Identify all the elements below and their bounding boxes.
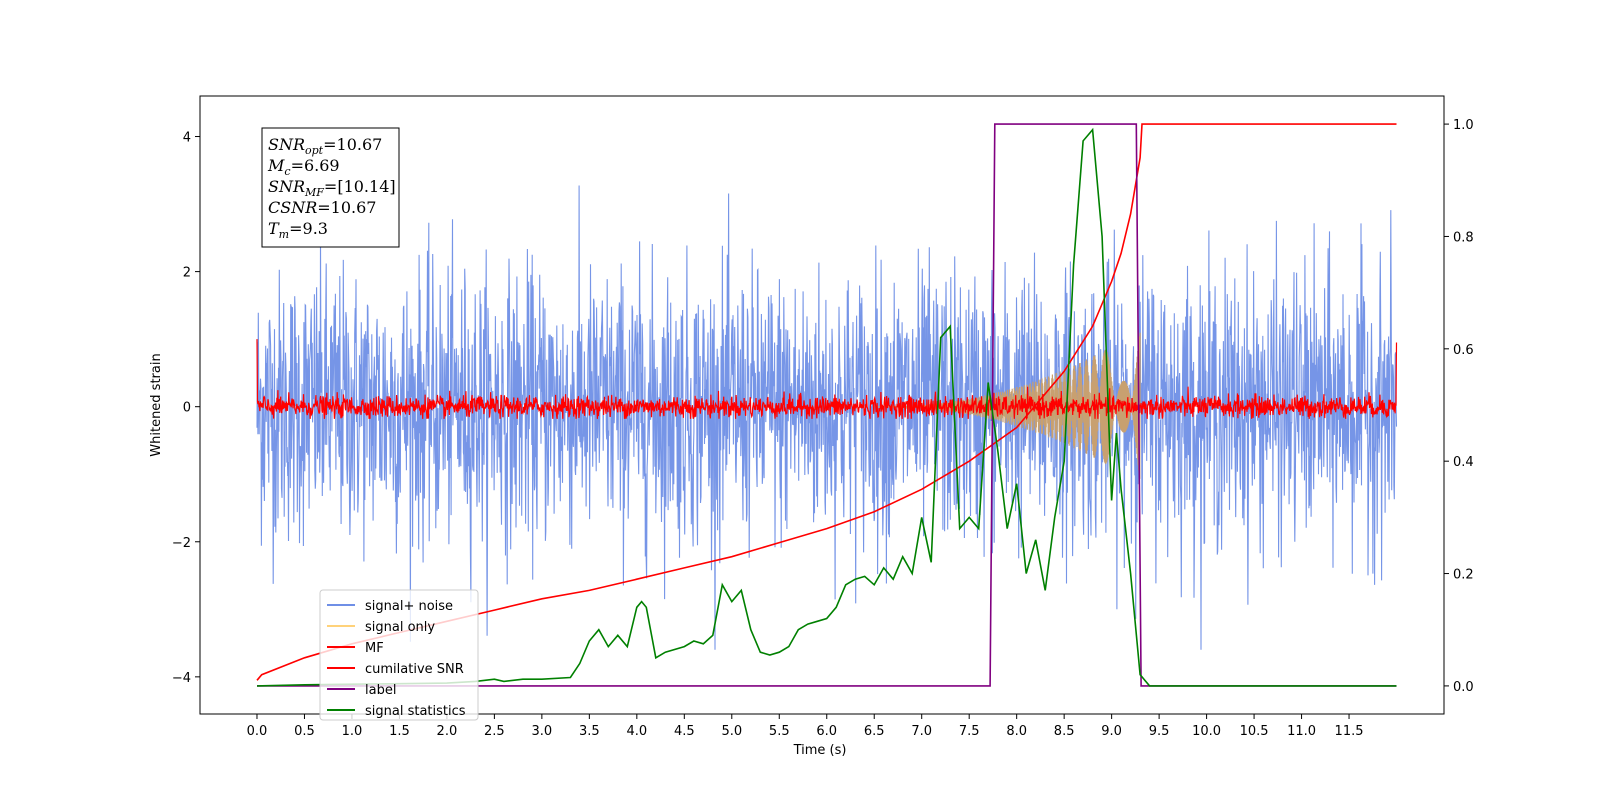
x-tick-label: 2.5	[484, 724, 505, 739]
x-tick-label: 5.5	[769, 724, 790, 739]
x-tick-label: 11.0	[1287, 724, 1316, 739]
legend-label: label	[365, 683, 396, 698]
x-tick-label: 0.5	[294, 724, 315, 739]
x-tick-label: 1.0	[342, 724, 363, 739]
axes-frame	[199, 95, 1445, 715]
y-axis-left: −4 −2 0 2 4	[172, 131, 200, 686]
legend-label: signal only	[365, 620, 435, 635]
info-box: SNRopt=10.67Mc=6.69SNRMF=[10.14]CSNR=10.…	[261, 127, 400, 248]
info-box-line: Mc=6.69	[267, 156, 340, 178]
x-tick-label: 3.0	[532, 724, 553, 739]
x-tick-label: 9.5	[1149, 724, 1170, 739]
x-tick-label: 1.5	[389, 724, 410, 739]
x-tick-label: 7.0	[911, 724, 932, 739]
y2-tick-label: 0.8	[1453, 230, 1474, 245]
legend-label: MF	[365, 641, 384, 656]
y-tick-label: −4	[172, 671, 191, 686]
y-axis-label: Whitened strain	[149, 353, 164, 456]
series-signal-statistics	[256, 127, 1397, 687]
y-axis-right: 0.0 0.2 0.4 0.6 0.8 1.0	[1444, 118, 1474, 695]
series-signal-noise	[256, 185, 1398, 650]
y2-tick-label: 0.6	[1453, 343, 1474, 358]
x-axis-label: Time (s)	[793, 743, 847, 758]
y2-tick-label: 0.0	[1453, 680, 1474, 695]
info-box-line: SNRopt=10.67	[268, 135, 382, 157]
legend-frame	[319, 589, 479, 721]
series-mf	[256, 339, 1398, 421]
info-box-frame	[261, 127, 400, 248]
x-axis: 0.0 0.5 1.0 1.5 2.0 2.5 3.0 3.5 4.0 4.5 5.0 5.5 6.0 6…	[247, 714, 1364, 739]
legend-label: cumilative SNR	[365, 662, 464, 677]
x-tick-label: 9.0	[1101, 724, 1122, 739]
x-tick-label: 5.0	[721, 724, 742, 739]
x-tick-label: 6.0	[816, 724, 837, 739]
x-tick-label: 4.0	[626, 724, 647, 739]
y2-tick-label: 0.2	[1453, 568, 1474, 583]
y-tick-label: 4	[183, 131, 191, 146]
legend-label: signal+ noise	[365, 599, 453, 614]
y2-tick-label: 0.4	[1453, 455, 1474, 470]
x-tick-label: 10.0	[1192, 724, 1221, 739]
y-tick-label: −2	[172, 536, 191, 551]
x-tick-label: 2.0	[437, 724, 458, 739]
x-tick-label: 11.5	[1335, 724, 1364, 739]
legend-label: signal statistics	[365, 704, 466, 719]
y2-tick-label: 1.0	[1453, 118, 1474, 133]
x-tick-label: 8.0	[1006, 724, 1027, 739]
y-tick-label: 0	[183, 401, 191, 416]
x-tick-label: 4.5	[674, 724, 695, 739]
y-tick-label: 2	[183, 266, 191, 281]
x-tick-label: 10.5	[1240, 724, 1269, 739]
info-box-line: SNRMF=[10.14]	[268, 177, 396, 199]
x-tick-label: 3.5	[579, 724, 600, 739]
x-tick-label: 6.5	[864, 724, 885, 739]
x-tick-label: 7.5	[959, 724, 980, 739]
x-tick-label: 8.5	[1054, 724, 1075, 739]
info-box-line: Tm=9.3	[268, 219, 328, 241]
info-box-line: CSNR=10.67	[268, 198, 376, 217]
legend: signal+ noise signal only MF cumilative SNR…	[319, 589, 479, 721]
x-tick-label: 0.0	[247, 724, 268, 739]
